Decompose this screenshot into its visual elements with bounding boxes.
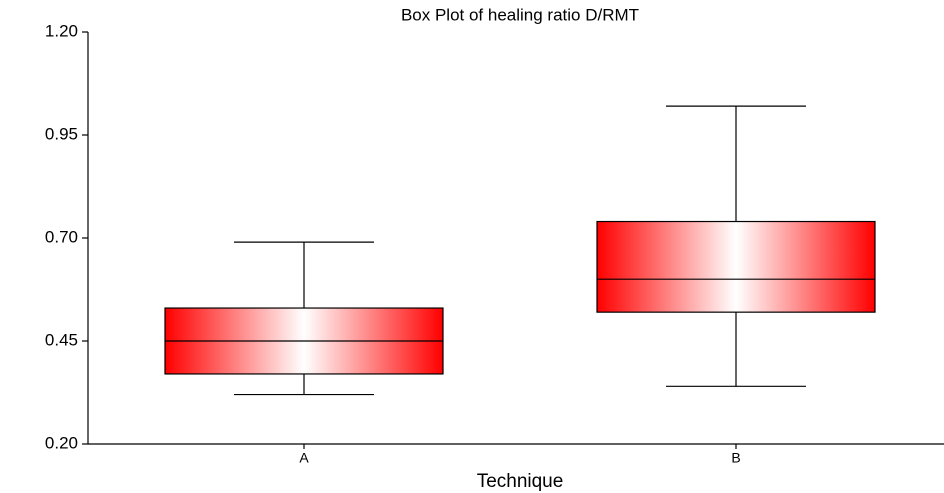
- y-tick-label: 0.70: [45, 227, 78, 246]
- box: [596, 220, 876, 313]
- y-tick-label: 0.20: [45, 433, 78, 452]
- x-tick-label: A: [299, 450, 309, 466]
- x-axis-label: Technique: [477, 471, 564, 492]
- chart-title: Box Plot of healing ratio D/RMT: [401, 5, 639, 24]
- x-tick-label: B: [731, 450, 740, 466]
- y-tick-label: 0.45: [45, 330, 78, 349]
- y-tick-label: 1.20: [45, 21, 78, 40]
- y-tick-label: 0.95: [45, 124, 78, 143]
